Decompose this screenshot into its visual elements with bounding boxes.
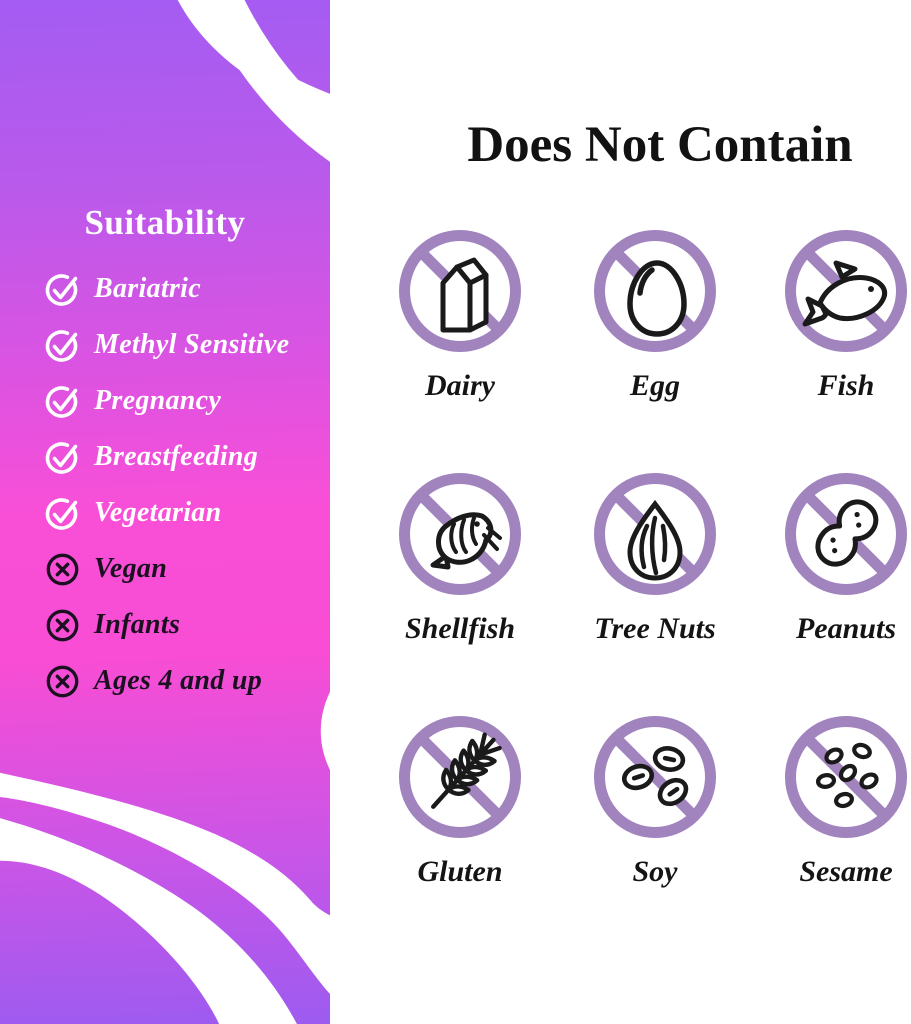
allergen-cell-dairy: Dairy: [365, 229, 555, 403]
suitability-item-vegetarian: Vegetarian: [0, 485, 330, 541]
shrimp-icon: [399, 473, 521, 595]
fish-icon: [785, 230, 907, 352]
allergen-cell-egg: Egg: [560, 229, 750, 403]
bottom-wave-thin: [0, 772, 330, 994]
allergen-cell-sesame: Sesame: [751, 715, 911, 889]
cross-circle-icon: [46, 609, 79, 641]
allergen-label: Dairy: [425, 369, 495, 402]
suitability-item-label: Breastfeeding: [94, 441, 259, 472]
cross-circle-icon: [46, 553, 79, 585]
allergen-label: Soy: [632, 855, 678, 888]
allergen-cell-tree-nuts: Tree Nuts: [560, 472, 750, 646]
check-circle-icon: [45, 329, 78, 362]
milk-carton-icon: [399, 230, 521, 352]
soybean-icon: [594, 716, 716, 838]
cross-circle-icon: [46, 665, 79, 697]
suitability-item-label: Ages 4 and up: [94, 665, 263, 696]
allergen-label: Peanuts: [795, 612, 897, 645]
suitability-panel: Suitability Bariatric Methyl Sensitive P…: [0, 0, 330, 1024]
peanut-icon: [785, 473, 907, 595]
wheat-icon: [399, 716, 521, 838]
suitability-heading: Suitability: [84, 203, 246, 242]
sesame-seeds-icon: [785, 716, 907, 838]
suitability-item-label: Pregnancy: [94, 385, 222, 416]
check-circle-icon: [45, 273, 78, 306]
allergen-label: Shellfish: [404, 612, 516, 645]
allergen-label: Gluten: [417, 855, 503, 888]
allergen-label: Tree Nuts: [594, 612, 716, 645]
suitability-item-bariatric: Bariatric: [0, 261, 330, 317]
allergen-cell-fish: Fish: [751, 229, 911, 403]
allergen-cell-peanuts: Peanuts: [751, 472, 911, 646]
suitability-item-label: Bariatric: [94, 273, 201, 304]
suitability-item-label: Infants: [94, 609, 181, 640]
allergen-cell-shellfish: Shellfish: [365, 472, 555, 646]
allergen-cell-gluten: Gluten: [365, 715, 555, 889]
check-circle-icon: [45, 385, 78, 418]
suitability-item-vegan: Vegan: [0, 541, 330, 597]
suitability-item-label: Methyl Sensitive: [94, 329, 290, 360]
does-not-contain-heading: Does Not Contain: [467, 117, 853, 173]
suitability-item-label: Vegan: [94, 553, 168, 584]
top-swoosh-thick: [200, 0, 330, 162]
allergen-label: Fish: [817, 369, 875, 402]
top-swoosh-thin: [177, 0, 330, 118]
suitability-list: Bariatric Methyl Sensitive Pregnancy Bre…: [0, 261, 330, 709]
bottom-wave-thick: [0, 818, 297, 1024]
allergen-cell-soy: Soy: [560, 715, 750, 889]
suitability-item-infants: Infants: [0, 597, 330, 653]
check-circle-icon: [45, 441, 78, 474]
suitability-item-methyl-sensitive: Methyl Sensitive: [0, 317, 330, 373]
check-circle-icon: [45, 497, 78, 530]
egg-icon: [594, 230, 716, 352]
almond-icon: [594, 473, 716, 595]
suitability-item-ages-4-and-up: Ages 4 and up: [0, 653, 330, 709]
suitability-item-label: Vegetarian: [94, 497, 222, 528]
suitability-item-pregnancy: Pregnancy: [0, 373, 330, 429]
allergen-label: Egg: [629, 369, 680, 402]
suitability-item-breastfeeding: Breastfeeding: [0, 429, 330, 485]
allergen-label: Sesame: [799, 855, 893, 888]
